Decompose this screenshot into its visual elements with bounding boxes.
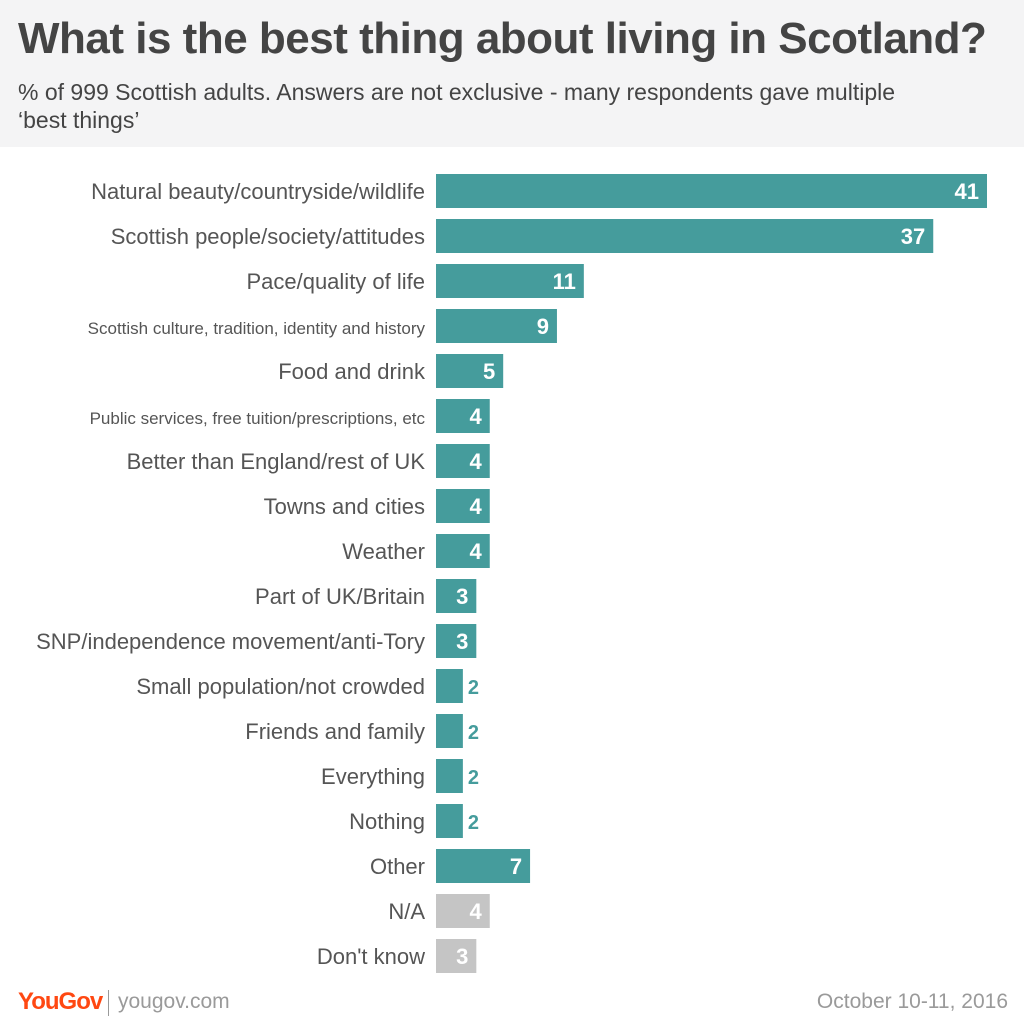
value-label: 41 — [955, 179, 979, 204]
value-label: 4 — [470, 494, 483, 519]
value-label: 2 — [468, 812, 479, 834]
bar — [436, 804, 463, 838]
bar — [436, 219, 934, 253]
survey-date: October 10-11, 2016 — [816, 990, 1008, 1013]
chart-header: What is the best thing about living in S… — [0, 0, 1024, 147]
value-label: 4 — [470, 899, 483, 924]
value-label: 5 — [483, 359, 495, 384]
category-label: Natural beauty/countryside/wildlife — [91, 179, 425, 204]
value-label: 2 — [468, 722, 479, 744]
category-label: Scottish culture, tradition, identity an… — [88, 319, 426, 338]
category-label: N/A — [388, 899, 425, 924]
footer-divider — [108, 990, 109, 1016]
yougov-logo: YouGov — [18, 988, 103, 1015]
bar — [436, 399, 490, 433]
bar — [436, 354, 504, 388]
chart-subtitle: % of 999 Scottish adults. Answers are no… — [18, 79, 896, 133]
category-label: Small population/not crowded — [136, 674, 425, 699]
bar — [436, 714, 463, 748]
category-label: Pace/quality of life — [246, 269, 425, 294]
bar — [436, 489, 490, 523]
bar — [436, 534, 490, 568]
value-label: 2 — [468, 767, 479, 789]
value-label: 7 — [510, 854, 522, 879]
value-label: 9 — [537, 314, 549, 339]
value-label: 3 — [456, 629, 468, 654]
footer-url: yougov.com — [118, 990, 230, 1013]
chart-title: What is the best thing about living in S… — [18, 14, 987, 63]
bar — [436, 669, 463, 703]
category-label: Other — [370, 854, 425, 879]
bar — [436, 939, 477, 973]
value-label: 4 — [470, 449, 483, 474]
category-label: Public services, free tuition/prescripti… — [90, 409, 426, 428]
category-label: Friends and family — [245, 719, 425, 744]
value-label: 11 — [553, 269, 576, 294]
bar — [436, 444, 490, 478]
value-label: 37 — [901, 224, 925, 249]
value-label: 3 — [456, 584, 468, 609]
value-label: 4 — [470, 539, 483, 564]
value-label: 4 — [470, 404, 483, 429]
bar — [436, 309, 557, 343]
bar — [436, 894, 490, 928]
category-label: Everything — [321, 764, 425, 789]
bar — [436, 579, 477, 613]
bar — [436, 174, 987, 208]
bar — [436, 264, 584, 298]
category-label: Nothing — [349, 809, 425, 834]
value-label: 3 — [456, 944, 468, 969]
category-label: Weather — [342, 539, 425, 564]
value-label: 2 — [468, 677, 479, 699]
category-label: Part of UK/Britain — [255, 584, 425, 609]
category-label: Scottish people/society/attitudes — [111, 224, 425, 249]
category-label: Towns and cities — [264, 494, 425, 519]
category-label: Food and drink — [278, 359, 426, 384]
bar — [436, 759, 463, 793]
category-label: Better than England/rest of UK — [127, 449, 426, 474]
bar — [436, 849, 531, 883]
category-label: SNP/independence movement/anti-Tory — [36, 629, 425, 654]
category-label: Don't know — [317, 944, 425, 969]
bar — [436, 624, 477, 658]
